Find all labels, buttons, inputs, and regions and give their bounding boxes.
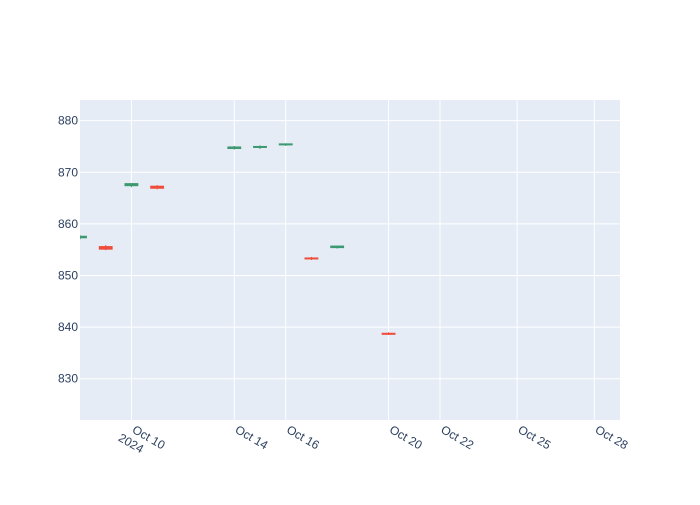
candle-body (124, 183, 139, 187)
x-tick: Oct 25 (516, 422, 554, 452)
candle (98, 245, 113, 251)
candle (330, 245, 345, 249)
candle-body (150, 185, 165, 189)
x-tick: Oct 14 (233, 422, 271, 452)
x-tick-label: Oct 14 (233, 422, 271, 452)
candle (381, 332, 396, 335)
y-tick-label: 880 (58, 114, 78, 128)
candle-body (80, 235, 87, 239)
x-tick-label: Oct 25 (516, 422, 554, 452)
candle (278, 143, 293, 146)
y-tick-label: 840 (58, 320, 78, 334)
y-tick-label: 860 (58, 217, 78, 231)
x-tick-label: Oct 16 (284, 422, 322, 452)
candle-body (330, 245, 345, 249)
y-tick-label: 830 (58, 372, 78, 386)
candles (80, 143, 396, 335)
candle (150, 185, 165, 190)
x-tick-label: Oct 22 (439, 422, 477, 452)
candle (304, 256, 319, 260)
y-tick-label: 870 (58, 165, 78, 179)
y-tick-label: 850 (58, 268, 78, 282)
candle-body (381, 332, 396, 335)
candle (227, 145, 242, 150)
candle-body (98, 246, 113, 250)
candle-body (253, 145, 267, 148)
candle-body (304, 257, 319, 260)
grid-lines (80, 100, 620, 420)
candle-body (278, 143, 293, 146)
x-tick-label: Oct 20 (387, 422, 425, 452)
x-tick: Oct 20 (387, 422, 425, 452)
y-axis-ticks: 830 840 850 860 870 880 (58, 114, 78, 386)
candle (80, 235, 87, 240)
x-tick: Oct 28 (593, 422, 631, 452)
x-tick: Oct 16 (284, 422, 322, 452)
candle-body (227, 146, 242, 150)
candle (253, 145, 267, 150)
x-tick: Oct 22 (439, 422, 477, 452)
candle (124, 183, 139, 188)
plot-background (80, 100, 620, 420)
x-tick-label: Oct 28 (593, 422, 631, 452)
